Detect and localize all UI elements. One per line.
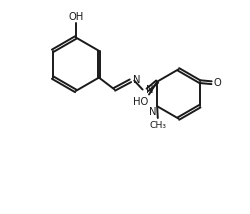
Text: OH: OH [68, 12, 84, 22]
Text: N: N [148, 107, 156, 117]
Text: CH₃: CH₃ [149, 121, 166, 130]
Text: N: N [146, 85, 153, 95]
Text: HO: HO [133, 97, 148, 107]
Text: N: N [133, 75, 141, 85]
Text: O: O [213, 78, 221, 88]
